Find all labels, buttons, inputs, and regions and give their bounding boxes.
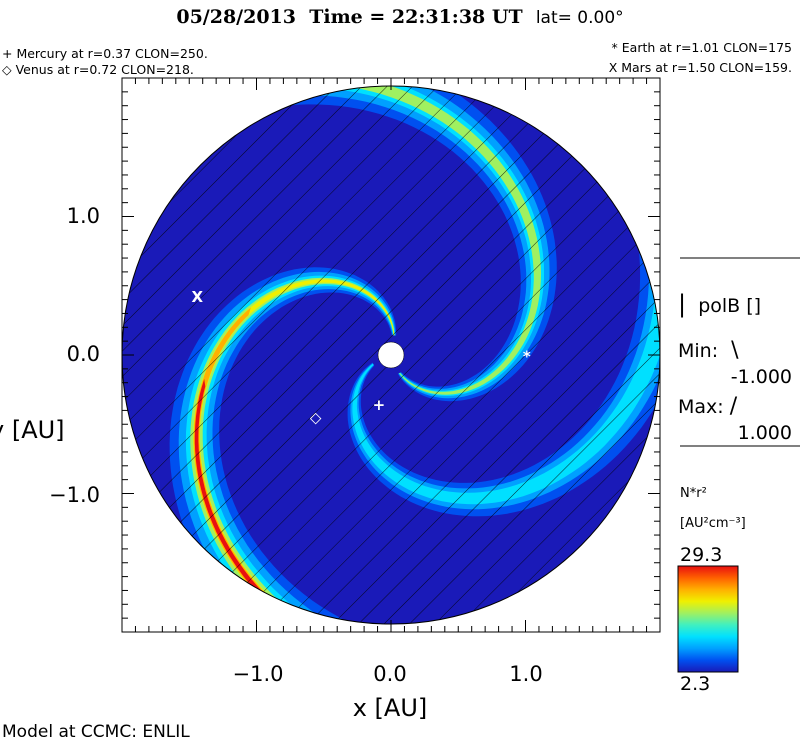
y-tick-label: 0.0 [66,342,100,366]
min-label: Min: \ [678,338,739,363]
planet-marker-earth: * [523,347,531,365]
backslash-icon: \ [724,338,739,363]
y-axis-label: y [AU] [0,416,65,444]
min-value: -1.000 [730,366,792,388]
field-name: polB [] [698,295,762,317]
field-label: | polB [] [678,290,761,318]
slash-icon: / [729,394,738,419]
colorbar-max-label: 29.3 [680,544,723,566]
colorbar-units: [AU²cm⁻³] [680,516,746,531]
title-latitude: lat= 0.00° [535,8,624,28]
mercury-legend: + Mercury at r=0.37 CLON=250. [2,46,208,61]
max-value: 1.000 [737,422,792,444]
y-tick-label: 1.0 [66,204,100,228]
mars-legend: X Mars at r=1.50 CLON=159. [608,60,792,75]
x-axis-label: x [AU] [352,694,428,722]
title-date: 05/28/2013 [176,6,296,28]
x-tick-label: −1.0 [232,662,284,686]
plot-title: 05/28/2013 Time = 22:31:38 UT lat= 0.00° [0,6,800,28]
axis-ticks [121,77,661,633]
y-tick-label: −1.0 [49,483,100,507]
title-time: Time = 22:31:38 UT [309,6,523,28]
colorbar-quantity: N*r² [680,486,707,501]
planet-marker-venus: ◇ [310,408,322,426]
x-tick-label: 0.0 [373,662,407,686]
x-tick-label: 1.0 [509,662,543,686]
venus-legend: ◇ Venus at r=0.72 CLON=218. [2,62,194,77]
max-label: Max: / [678,394,737,419]
colorbar [677,565,739,673]
model-credit: Model at CCMC: ENLIL [2,722,190,742]
planet-marker-mercury: + [373,396,386,414]
min-label-text: Min: [678,340,719,362]
max-label-text: Max: [678,396,724,418]
sun-inner-boundary [377,341,405,369]
colorbar-min-label: 2.3 [680,673,711,695]
field-bar-icon: | [678,290,687,318]
planet-marker-mars: X [192,288,204,306]
earth-legend: * Earth at r=1.01 CLON=175 [611,40,792,55]
